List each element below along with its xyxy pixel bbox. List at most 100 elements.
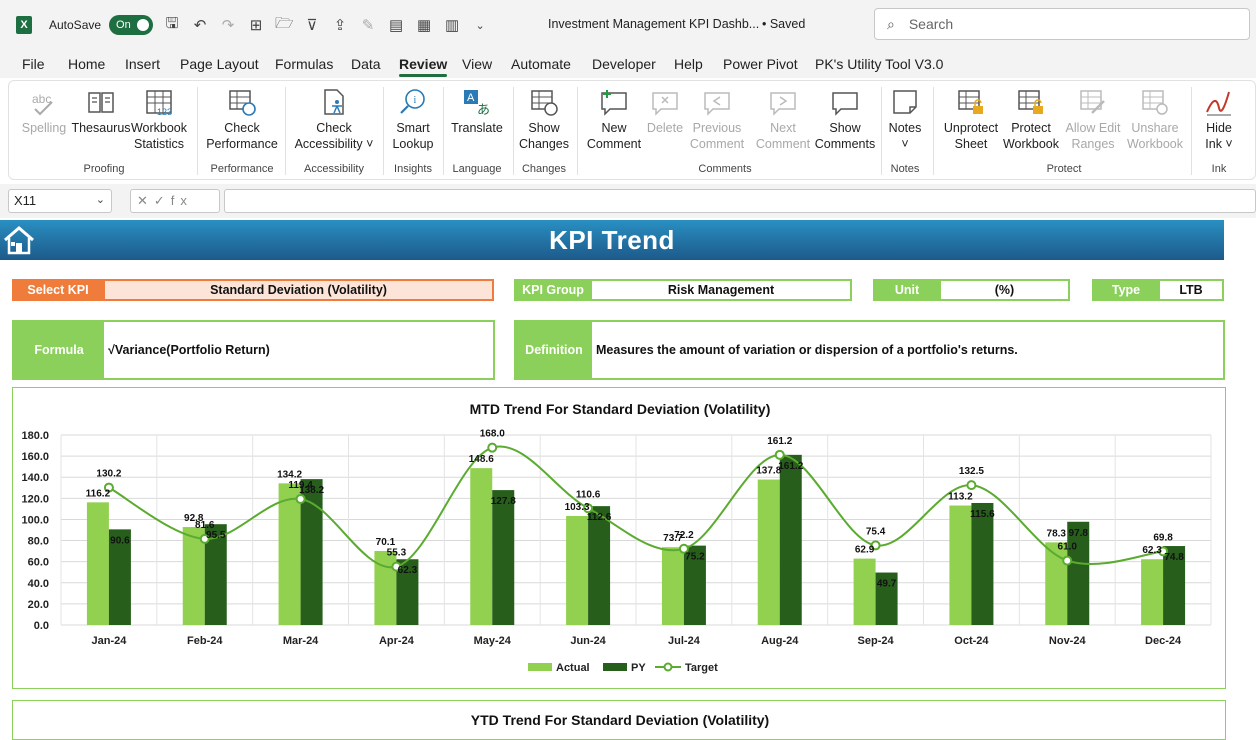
check-accessibility-button[interactable]: Check Accessibility ˅ xyxy=(291,87,377,152)
chevron-down-icon[interactable]: ⌄ xyxy=(95,194,105,206)
notes-button[interactable]: Notes ˅ xyxy=(885,87,925,152)
tab-power-pivot[interactable]: Power Pivot xyxy=(723,56,798,72)
type-label: Type xyxy=(1092,279,1160,301)
formula-controls[interactable]: ✕✓fx xyxy=(130,189,220,213)
redo-icon[interactable]: ↷ xyxy=(221,17,235,34)
group-ink: Ink xyxy=(1211,163,1227,175)
data-label-py: 75.2 xyxy=(685,552,705,563)
x-tick-label: Dec-24 xyxy=(1145,635,1182,647)
group-comments: Comments xyxy=(698,163,752,175)
tab-insert[interactable]: Insert xyxy=(125,56,161,72)
show-changes-button[interactable]: Show Changes xyxy=(517,87,571,152)
notes-icon xyxy=(893,90,917,114)
next-comment-button[interactable]: Next Comment xyxy=(753,87,813,152)
target-point xyxy=(199,533,210,544)
data-label-actual: 134.2 xyxy=(277,469,302,480)
previous-comment-button[interactable]: Previous Comment xyxy=(687,87,747,152)
notes-dropdown-label: ˅ xyxy=(901,137,909,151)
undo-icon[interactable]: ↶ xyxy=(193,17,207,34)
tab-view[interactable]: View xyxy=(462,56,493,72)
unprotect-sheet-label-1: Unprotect xyxy=(943,121,999,135)
hide-ink-label-2: Ink ˅ xyxy=(1205,137,1233,151)
data-label-target: 132.5 xyxy=(959,466,984,477)
search-box[interactable]: ⌕ Search xyxy=(874,8,1250,40)
tab-developer[interactable]: Developer xyxy=(592,56,656,72)
new-comment-label-2: Comment xyxy=(586,137,642,151)
autosave-toggle[interactable]: On xyxy=(109,15,154,35)
definition-label: Definition xyxy=(516,322,592,378)
bar-py xyxy=(108,529,131,625)
data-label-actual: 113.2 xyxy=(948,492,973,503)
thesaurus-button[interactable]: Thesaurus xyxy=(71,87,131,136)
y-tick-label: 20.0 xyxy=(28,599,49,611)
open-folder-icon[interactable]: 🗁 xyxy=(275,14,294,32)
filter-icon[interactable]: ⊽ xyxy=(306,17,318,34)
tab-formulas[interactable]: Formulas xyxy=(275,56,334,72)
data-label-target: 61.0 xyxy=(1058,542,1078,553)
data-label-py: 90.6 xyxy=(110,535,130,546)
calculator-icon[interactable]: ▥ xyxy=(444,17,460,34)
delete-comment-button[interactable]: Delete xyxy=(645,87,685,136)
group-proofing: Proofing xyxy=(83,163,125,175)
translate-label: Translate xyxy=(451,121,503,135)
page-title: KPI Trend xyxy=(549,225,675,255)
bar-py xyxy=(1163,546,1186,625)
tab-data[interactable]: Data xyxy=(351,56,381,72)
tab-utility-tool[interactable]: PK's Utility Tool V3.0 xyxy=(815,56,944,72)
share-icon[interactable]: ⇪ xyxy=(333,17,347,34)
data-label-py: 138.2 xyxy=(299,485,324,496)
spelling-button[interactable]: abc Spelling xyxy=(21,87,67,136)
mtd-trend-chart[interactable]: MTD Trend For Standard Deviation (Volati… xyxy=(12,387,1226,689)
data-label-actual: 78.3 xyxy=(1047,528,1067,539)
legend-label-py: PY xyxy=(631,662,646,674)
hide-ink-label-1: Hide xyxy=(1206,121,1232,135)
bar-py xyxy=(875,572,898,625)
data-label-py: 112.6 xyxy=(587,512,612,523)
tab-file[interactable]: File xyxy=(22,56,45,72)
ytd-trend-chart[interactable]: YTD Trend For Standard Deviation (Volati… xyxy=(12,700,1226,740)
home-icon[interactable] xyxy=(2,224,36,256)
excel-logo-icon: X xyxy=(16,16,32,34)
data-label-target: 75.4 xyxy=(866,526,886,537)
translate-icon: Aあ xyxy=(464,90,490,117)
form-icon[interactable]: ▤ xyxy=(388,17,404,34)
data-label-actual: 103.3 xyxy=(565,502,590,513)
check-performance-button[interactable]: Check Performance xyxy=(203,87,281,152)
formula-input[interactable] xyxy=(224,189,1256,213)
show-comments-button[interactable]: Show Comments xyxy=(813,87,877,152)
x-tick-label: Mar-24 xyxy=(283,635,319,647)
new-comment-button[interactable]: New Comment xyxy=(583,87,645,152)
table-icon[interactable]: ▦ xyxy=(416,17,432,34)
name-box[interactable]: X11 ⌄ xyxy=(8,189,112,213)
spelling-icon[interactable]: ✎ xyxy=(361,17,375,34)
group-protect: Protect xyxy=(1046,163,1082,175)
data-label-py: 115.6 xyxy=(970,509,995,520)
save-status[interactable]: • Saved xyxy=(762,17,806,31)
save-icon[interactable]: 🖫 xyxy=(165,14,179,32)
select-kpi-dropdown[interactable]: Standard Deviation (Volatility) xyxy=(103,279,494,301)
check-accessibility-label-2: Accessibility ˅ xyxy=(294,137,374,151)
allow-edit-ranges-button[interactable]: Allow Edit Ranges xyxy=(1061,87,1125,152)
data-label-target: 55.3 xyxy=(387,548,407,559)
protect-workbook-button[interactable]: Protect Workbook xyxy=(999,87,1063,152)
hide-ink-button[interactable]: Hide Ink ˅ xyxy=(1197,87,1241,152)
x-tick-label: Apr-24 xyxy=(379,635,415,647)
bar-py xyxy=(779,454,802,625)
tab-automate[interactable]: Automate xyxy=(511,56,571,72)
svg-text:A: A xyxy=(467,92,475,104)
target-point xyxy=(487,442,498,453)
tab-page-layout[interactable]: Page Layout xyxy=(180,56,259,72)
tab-home[interactable]: Home xyxy=(68,56,106,72)
borders-icon[interactable]: ⊞ xyxy=(249,17,263,34)
next-comment-label-2: Comment xyxy=(755,137,811,151)
tab-help[interactable]: Help xyxy=(674,56,703,72)
tab-review[interactable]: Review xyxy=(399,56,448,77)
smart-lookup-button[interactable]: i Smart Lookup xyxy=(389,87,437,152)
customize-toolbar-icon[interactable]: ⌄ xyxy=(475,19,485,32)
workbook-statistics-button[interactable]: 123 Workbook Statistics xyxy=(129,87,189,152)
unprotect-sheet-button[interactable]: Unprotect Sheet xyxy=(939,87,1003,152)
unshare-workbook-button[interactable]: Unshare Workbook xyxy=(1123,87,1187,152)
type-value: LTB xyxy=(1158,279,1224,301)
ribbon: abc Spelling Thesaurus 123 Workbook Stat… xyxy=(8,80,1256,180)
